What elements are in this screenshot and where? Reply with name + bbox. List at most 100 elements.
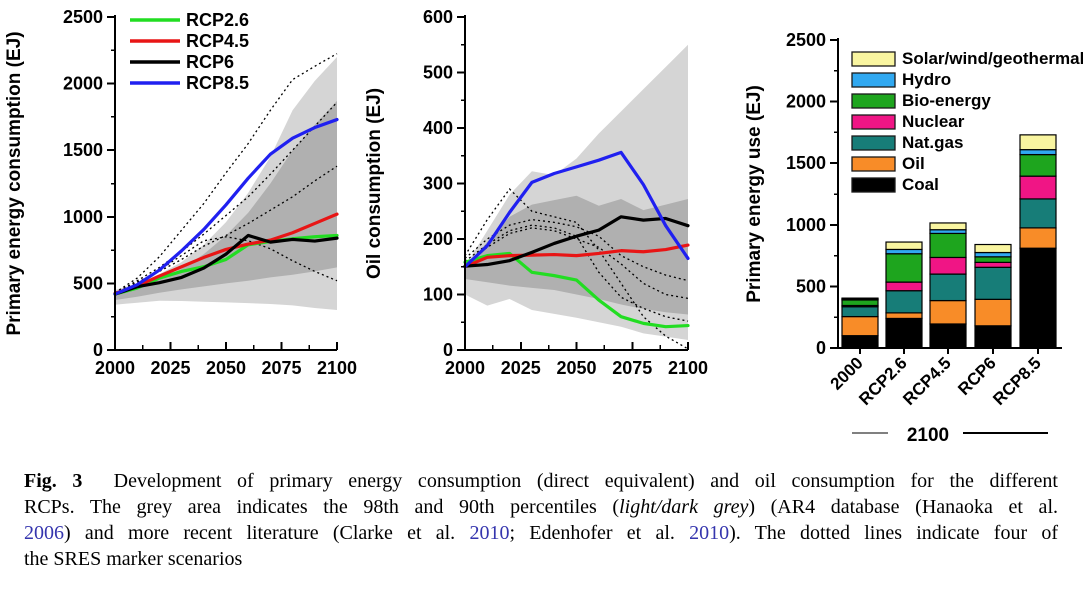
- bar-segment-Bio-energy: [1019, 153, 1057, 177]
- bar-segment-Oil: [841, 315, 879, 337]
- bar-segment-Nat.gas: [974, 266, 1012, 300]
- legend-label: Oil: [902, 154, 925, 173]
- y-tick-label: 500: [73, 273, 103, 293]
- bar-segment-Nuclear: [929, 256, 967, 275]
- bar-segment-Solar/wind/geothermal: [841, 297, 879, 300]
- legend-swatch-Nuclear: [851, 114, 896, 130]
- group-year-label: 2100: [907, 425, 949, 446]
- legend-label: Hydro: [902, 70, 951, 89]
- legend-label: RCP2.6: [186, 10, 249, 30]
- bar-segment-Solar/wind/geothermal: [929, 222, 967, 231]
- legend-swatch-Oil: [851, 156, 896, 172]
- y-tick-label: 400: [423, 118, 453, 138]
- caption-figure-label: Fig. 3: [24, 470, 83, 492]
- caption-text: ; Edenhofer et al.: [509, 522, 690, 544]
- x-tick-label: 2000: [95, 358, 135, 378]
- y-tick-label: 2500: [63, 7, 103, 27]
- caption-text: ) and more recent literature (Clarke et …: [64, 522, 470, 544]
- bar-segment-Oil: [885, 312, 923, 320]
- y-tick-label: 1500: [786, 153, 826, 173]
- y-tick-label: 500: [796, 276, 826, 296]
- x-tick-label: 2025: [501, 358, 541, 378]
- legend-label: Bio-energy: [902, 91, 991, 110]
- caption-text: ) (AR4 database (Hanaoka et al.: [748, 496, 1058, 518]
- bar-segment-Oil: [974, 298, 1012, 327]
- bar-category-label: RCP2.6: [855, 353, 911, 409]
- y-axis-title: Primary energy use (EJ): [744, 85, 765, 303]
- bar-segment-Coal: [1019, 247, 1057, 349]
- legend-label: RCP8.5: [186, 73, 249, 93]
- x-tick-label: 2075: [612, 358, 652, 378]
- sres-dotted-line: [464, 227, 689, 300]
- x-tick-label: 2000: [445, 358, 485, 378]
- x-tick-label: 2100: [317, 358, 357, 378]
- bar-segment-Nuclear: [974, 261, 1012, 268]
- y-tick-label: 1000: [63, 207, 103, 227]
- bar-segment-Coal: [841, 335, 879, 349]
- y-tick-label: 2000: [63, 74, 103, 94]
- legend-swatch-Bio-energy: [851, 93, 896, 109]
- bar-category-label: RCP8.5: [989, 353, 1045, 409]
- bar-segment-Bio-energy: [841, 299, 879, 307]
- y-tick-label: 2500: [786, 30, 826, 50]
- y-tick-label: 0: [443, 340, 453, 360]
- legend-label: RCP6: [186, 52, 234, 72]
- caption-line: RCPs. The grey area indicates the 98th a…: [24, 494, 1058, 520]
- bar-segment-Solar/wind/geothermal: [1019, 134, 1057, 151]
- legend-swatch-Hydro: [851, 72, 896, 88]
- bar-segment-Coal: [974, 325, 1012, 349]
- bar-segment-Nat.gas: [929, 273, 967, 302]
- energy-mix-bar-chart: 0 500 1000 1500 2000 2500 Primary energy use (…: [744, 30, 1083, 446]
- bar-segment-Bio-energy: [929, 232, 967, 259]
- caption-line: the SRES marker scenarios: [24, 546, 1058, 572]
- legend-swatch-Coal: [851, 177, 896, 193]
- y-tick-label: 2000: [786, 92, 826, 112]
- y-tick-label: 500: [423, 63, 453, 83]
- legend-swatch-Solar/wind/geothermal: [851, 51, 896, 67]
- sres-dotted-line: [464, 224, 689, 322]
- percentile-band-90: [115, 100, 337, 301]
- bar-segment-Coal: [929, 323, 967, 349]
- primary-energy-chart: 0 500 1000 1500 2000 2500 Primary energy consu…: [4, 7, 357, 378]
- bar-segment-Hydro: [885, 248, 923, 255]
- sres-dotted-line: [464, 218, 689, 282]
- caption-text: the SRES marker scenarios: [24, 548, 243, 570]
- legend-swatch-Nat.gas: [851, 135, 896, 151]
- caption-emphasis: light/dark grey: [619, 496, 749, 518]
- bar-segment-Oil: [1019, 227, 1057, 249]
- y-tick-label: 0: [93, 340, 103, 360]
- bar-segment-Bio-energy: [885, 253, 923, 283]
- series-line-RCP2.6: [113, 233, 339, 296]
- legend-label: RCP4.5: [186, 31, 249, 51]
- series-line-RCP6: [463, 215, 690, 268]
- bar-category-label: RCP4.5: [899, 353, 955, 409]
- y-tick-label: 600: [423, 7, 453, 27]
- citation-year-link[interactable]: 2010: [469, 522, 510, 544]
- legend-label: Coal: [902, 175, 939, 194]
- series-line-RCP8.5: [463, 150, 690, 269]
- y-tick-label: 1000: [786, 215, 826, 235]
- caption-line: 2006) and more recent literature (Clarke…: [24, 520, 1058, 546]
- bar-category-label: 2000: [827, 353, 867, 393]
- bar-segment-Solar/wind/geothermal: [974, 243, 1012, 254]
- x-tick-label: 2025: [150, 358, 190, 378]
- y-axis-title: Oil consumption (EJ): [364, 88, 385, 279]
- x-tick-label: 2100: [668, 358, 708, 378]
- x-tick-label: 2075: [261, 358, 301, 378]
- y-tick-label: 1500: [63, 140, 103, 160]
- citation-year-link[interactable]: 2010: [689, 522, 730, 544]
- y-tick-label: 200: [423, 229, 453, 249]
- bar-segment-Hydro: [1019, 149, 1057, 156]
- caption-text: ). The dotted lines indicate four of: [729, 522, 1059, 544]
- legend-label: Nat.gas: [902, 133, 963, 152]
- citation-year-link[interactable]: 2006: [24, 522, 64, 544]
- caption-line: Fig. 3 Development of primary energy con…: [24, 468, 1058, 494]
- series-line-RCP2.6: [463, 251, 690, 329]
- bar-segment-Nat.gas: [885, 290, 923, 314]
- bar-segment-Nat.gas: [841, 306, 879, 318]
- bar-segment-Coal: [885, 317, 923, 349]
- bar-segment-Oil: [929, 299, 967, 325]
- series-line-RCP4.5: [463, 243, 690, 269]
- y-tick-label: 300: [423, 174, 453, 194]
- oil-consumption-chart: 0 100 200 300 400 500 600 Oil consumption (EJ) 2…: [364, 7, 708, 378]
